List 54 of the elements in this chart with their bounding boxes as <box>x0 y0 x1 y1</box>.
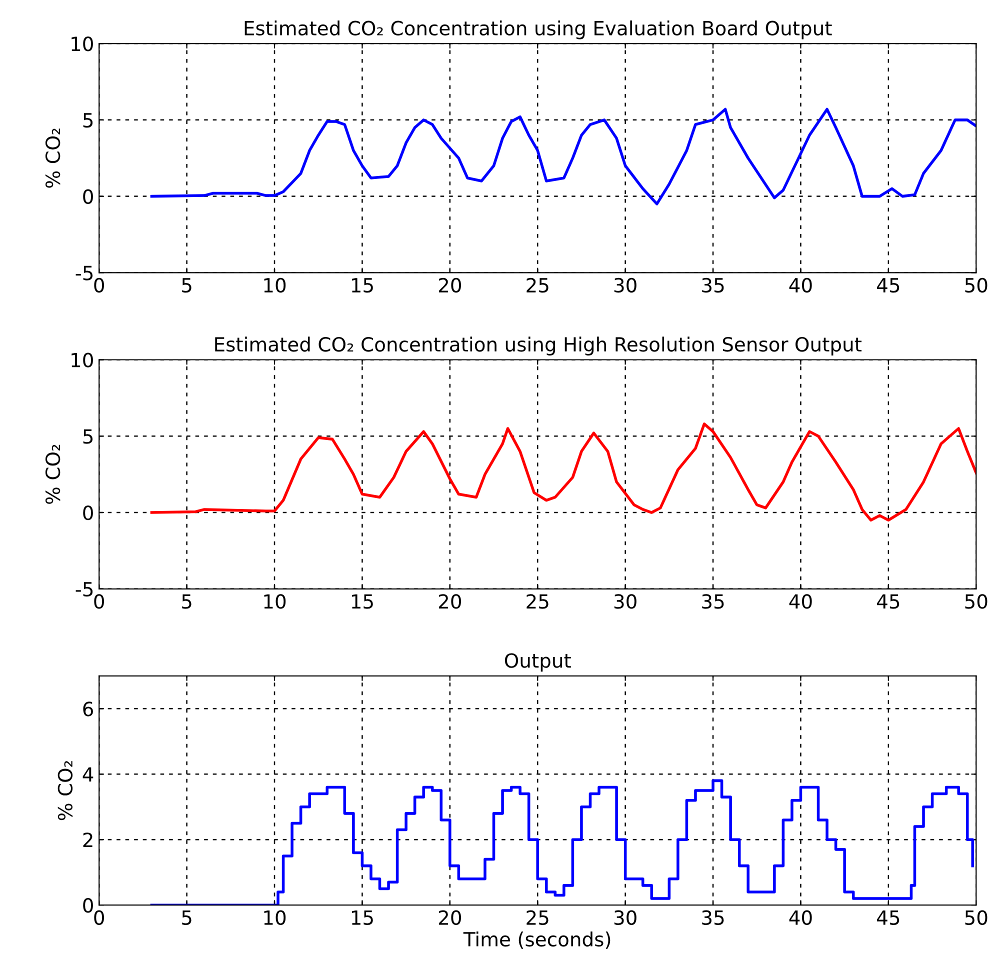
x-tick-label: 25 <box>526 910 548 925</box>
y-tick-label: 0 <box>83 189 93 204</box>
x-tick-label: 30 <box>614 910 636 925</box>
x-tick-label: 0 <box>94 278 104 293</box>
y-tick-label: 0 <box>83 898 93 913</box>
y-tick-label: 0 <box>83 505 93 520</box>
x-tick-label: 5 <box>182 278 192 293</box>
x-tick-label: 20 <box>438 278 461 293</box>
x-tick-label: 10 <box>264 910 286 925</box>
x-tick-label: 10 <box>264 594 286 609</box>
x-tick-label: 5 <box>182 594 192 609</box>
x-tick-label: 30 <box>614 278 636 293</box>
x-tick-label: 25 <box>526 594 548 609</box>
x-tick-label: 50 <box>965 910 988 925</box>
y-tick-label: 4 <box>82 767 94 782</box>
x-tick-label: 20 <box>438 594 461 609</box>
x-axis-title: Time (seconds) <box>463 932 610 949</box>
x-tick-label: 20 <box>438 910 461 925</box>
y-tick-label: 2 <box>83 832 92 847</box>
x-tick-label: 5 <box>182 910 192 925</box>
x-tick-label: 15 <box>352 910 373 925</box>
x-tick-label: 40 <box>789 910 812 925</box>
y-axis-title: % CO₂ <box>45 128 60 188</box>
chart-title: Output <box>504 653 571 672</box>
line-series <box>150 422 976 522</box>
y-tick-label: 5 <box>83 429 93 444</box>
y-tick-label: -5 <box>76 582 93 597</box>
x-tick-label: 10 <box>264 278 286 293</box>
y-tick-label: 10 <box>72 36 93 52</box>
x-tick-label: 15 <box>352 594 373 609</box>
chart-title: Estimated CO₂ Concentration using Evaluation Board Output <box>244 20 832 40</box>
x-tick-label: 0 <box>94 910 104 925</box>
y-tick-label: 10 <box>72 352 93 368</box>
x-tick-label: 35 <box>702 910 724 925</box>
x-tick-label: 50 <box>965 278 988 293</box>
x-tick-label: 45 <box>877 910 900 925</box>
x-tick-label: 35 <box>702 278 724 293</box>
x-tick-label: 40 <box>789 594 812 609</box>
y-axis-title: % CO₂ <box>45 444 60 504</box>
y-tick-label: 5 <box>83 113 93 128</box>
x-tick-label: 30 <box>614 594 636 609</box>
y-tick-label: 6 <box>83 702 94 716</box>
x-tick-label: 45 <box>877 278 900 293</box>
x-tick-label: 40 <box>789 278 812 293</box>
chart-title: Estimated CO₂ Concentration using High Resolution Sensor Output <box>215 336 862 356</box>
x-tick-label: 45 <box>877 594 900 609</box>
line-series <box>150 108 976 206</box>
x-tick-label: 15 <box>352 278 373 293</box>
y-tick-label: -5 <box>76 266 93 280</box>
x-tick-label: 35 <box>702 594 724 609</box>
y-axis-title: % CO₂ <box>58 761 73 820</box>
x-tick-label: 25 <box>526 278 548 293</box>
x-tick-label: 0 <box>94 594 104 609</box>
x-tick-label: 50 <box>965 594 988 609</box>
